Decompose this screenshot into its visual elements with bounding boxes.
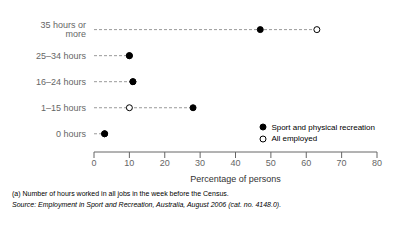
svg-text:50: 50 [266, 158, 276, 168]
html-text:(a) Number of hours worked in: (a) Number of hours worked in all jobs i… [12, 190, 229, 197]
svg-text:30: 30 [195, 158, 205, 168]
svg-text:60: 60 [301, 158, 311, 168]
svg-text:40: 40 [230, 158, 240, 168]
svg-text:80: 80 [372, 158, 382, 168]
html-text:Sport and physical recreation: Sport and physical recreation [271, 122, 375, 132]
html-text:All employed: All employed [271, 134, 318, 143]
svg-text:Percentage of persons: Percentage of persons [190, 174, 281, 184]
svg-text:20: 20 [160, 158, 170, 168]
html-text:Source: Employment in Sport an: Source: Employment in Sport and Recreati… [12, 201, 282, 208]
svg-text:0 hours: 0 hours [56, 129, 87, 139]
svg-text:0: 0 [91, 158, 96, 168]
svg-text:70: 70 [337, 158, 347, 168]
svg-text:1–15 hours: 1–15 hours [41, 103, 87, 113]
svg-text:25–34 hours: 25–34 hours [36, 51, 87, 61]
svg-text:16–24 hours: 16–24 hours [36, 77, 87, 87]
svg-text:35 hours ormore: 35 hours ormore [40, 20, 86, 39]
svg-text:10: 10 [124, 158, 134, 168]
